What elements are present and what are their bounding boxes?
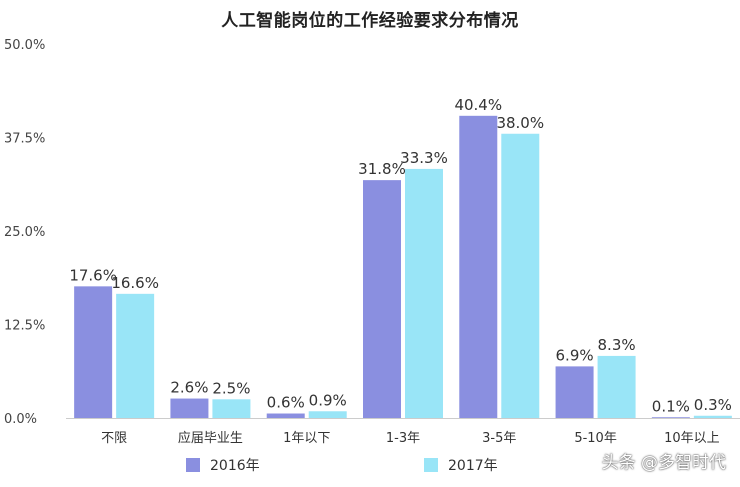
- bar-2017: [501, 133, 540, 418]
- x-tick-label: 1年以下: [283, 431, 330, 446]
- data-label: 31.8%: [358, 160, 406, 178]
- bar-2016: [170, 398, 209, 418]
- bar-2016: [363, 180, 401, 418]
- y-tick-label: 0.0%: [4, 412, 37, 427]
- legend-label: 2016年: [210, 458, 260, 474]
- x-tick-label: 10年以上: [664, 431, 720, 446]
- x-tick-label: 应届毕业生: [178, 430, 243, 446]
- data-label: 17.6%: [69, 266, 117, 284]
- legend-swatch: [186, 458, 200, 472]
- x-tick-label: 1-3年: [386, 431, 420, 446]
- data-label: 2.5%: [212, 379, 250, 397]
- y-tick-label: 50.0%: [4, 38, 45, 53]
- data-label: 2.6%: [170, 379, 208, 397]
- y-tick-label: 25.0%: [4, 225, 45, 240]
- bar-2017: [212, 399, 251, 418]
- bar-2017: [693, 415, 732, 418]
- legend-swatch: [424, 458, 438, 472]
- bar-2016: [459, 115, 498, 419]
- bar-2016: [651, 417, 690, 418]
- data-label: 40.4%: [454, 96, 502, 114]
- watermark: 头条 @多智时代: [601, 453, 726, 473]
- bar-2016: [266, 413, 305, 418]
- y-tick-label: 12.5%: [4, 319, 45, 334]
- x-tick-label: 不限: [101, 431, 127, 446]
- data-label: 38.0%: [496, 114, 544, 132]
- bar-2017: [116, 293, 155, 418]
- bar-2017: [597, 355, 636, 418]
- x-tick-label: 3-5年: [482, 431, 516, 446]
- data-label: 0.6%: [267, 394, 305, 412]
- y-tick-label: 37.5%: [4, 132, 45, 147]
- data-label: 6.9%: [556, 346, 594, 364]
- data-label: 0.1%: [652, 397, 690, 415]
- data-label: 0.3%: [694, 396, 732, 414]
- legend-label: 2017年: [448, 458, 498, 474]
- bar-2017: [308, 411, 347, 418]
- data-label: 8.3%: [598, 336, 636, 354]
- bar-2016: [555, 366, 594, 418]
- bar-2016: [74, 286, 113, 418]
- x-tick-label: 5-10年: [574, 431, 617, 446]
- data-label: 16.6%: [111, 274, 159, 292]
- data-label: 33.3%: [400, 149, 448, 167]
- chart-title: 人工智能岗位的工作经验要求分布情况: [221, 11, 519, 31]
- data-label: 0.9%: [309, 391, 347, 409]
- bar-2017: [405, 168, 443, 418]
